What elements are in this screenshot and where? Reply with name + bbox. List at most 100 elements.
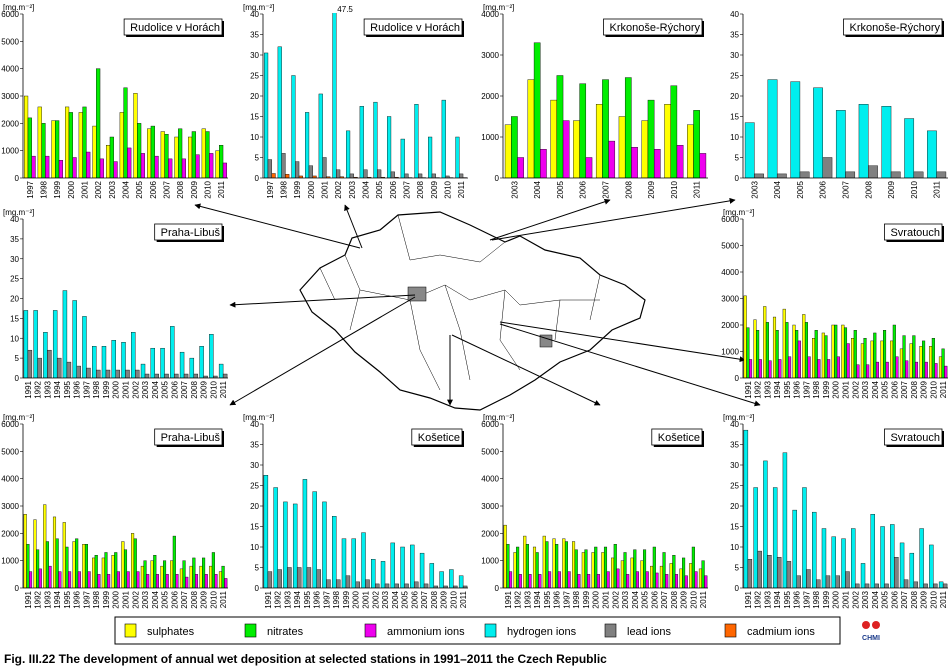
y-tick-label: 15 xyxy=(730,523,739,532)
x-tick-label: 2004 xyxy=(362,180,371,198)
bar xyxy=(909,343,913,378)
bar xyxy=(613,544,617,588)
bar xyxy=(109,136,114,178)
y-tick-label: 20 xyxy=(730,502,739,511)
x-tick-label: 2002 xyxy=(851,380,860,398)
bar xyxy=(433,585,439,588)
bar xyxy=(170,560,174,588)
brno xyxy=(539,334,553,348)
bar xyxy=(341,538,347,588)
x-tick-label: 2005 xyxy=(135,180,144,198)
y-tick-label: 5 xyxy=(255,154,260,163)
bar xyxy=(213,375,218,378)
bar xyxy=(772,487,778,588)
y-tick-label: 4000 xyxy=(1,475,19,484)
x-tick-label: 2011 xyxy=(693,180,702,198)
x-tick-label: 2011 xyxy=(939,380,948,398)
bar xyxy=(650,565,654,588)
y-tick-label: 0 xyxy=(15,374,20,383)
title-box xyxy=(603,18,703,36)
x-tick-label: 2009 xyxy=(190,180,199,198)
bar xyxy=(414,581,419,588)
bar xyxy=(631,147,638,178)
x-tick-label: 1996 xyxy=(793,380,802,398)
y-tick-label: 0 xyxy=(255,584,260,593)
x-tick-label: 2010 xyxy=(449,590,458,608)
bar xyxy=(817,359,821,378)
bar xyxy=(929,544,934,588)
bar xyxy=(179,351,185,378)
bar xyxy=(659,565,663,588)
bar xyxy=(851,528,856,588)
y-tick-label: 25 xyxy=(250,482,259,491)
bar xyxy=(513,552,517,588)
bar xyxy=(394,583,399,588)
x-tick-label: 2007 xyxy=(602,180,611,198)
bar xyxy=(277,46,282,178)
x-tick-label: 2003 xyxy=(861,590,870,608)
bar xyxy=(835,110,846,178)
bar xyxy=(602,79,609,178)
x-tick-label: 2001 xyxy=(362,590,371,608)
bar xyxy=(135,369,140,378)
bar xyxy=(601,552,605,588)
y-tick-label: 40 xyxy=(250,10,259,19)
bar xyxy=(799,171,810,178)
bar xyxy=(106,144,111,178)
bar xyxy=(345,575,351,588)
bar xyxy=(704,575,708,588)
x-tick-label: 1991 xyxy=(24,380,33,398)
x-tick-label: 2008 xyxy=(176,180,185,198)
y-tick-label: 0 xyxy=(735,174,740,183)
bar xyxy=(414,103,419,178)
bar xyxy=(26,544,30,588)
legend-label: hydrogen ions xyxy=(507,626,577,638)
bar xyxy=(458,575,464,588)
x-tick-label: 1998 xyxy=(92,590,101,608)
x-tick-label: 1991 xyxy=(744,590,753,608)
bar xyxy=(150,560,154,588)
bar xyxy=(804,322,808,378)
bar xyxy=(902,335,906,378)
x-tick-label: 2010 xyxy=(929,590,938,608)
y-tick-label: 1000 xyxy=(481,133,499,142)
bar xyxy=(55,538,59,588)
title-box xyxy=(154,428,223,446)
y-tick-label: 4000 xyxy=(481,475,499,484)
arrow xyxy=(491,197,736,241)
bar xyxy=(349,173,354,178)
y-tick-label: 0 xyxy=(495,584,500,593)
x-tick-label: 1993 xyxy=(763,380,772,398)
bar xyxy=(754,173,764,178)
arrow xyxy=(451,334,601,406)
bar xyxy=(608,140,616,178)
x-tick-label: 1998 xyxy=(280,180,289,198)
x-tick-label: 2008 xyxy=(624,180,633,198)
y-tick-label: 4000 xyxy=(1,65,19,74)
x-tick-label: 2003 xyxy=(750,180,759,198)
bar xyxy=(164,134,169,178)
bar xyxy=(104,552,108,588)
bar xyxy=(326,176,331,178)
bar xyxy=(518,574,522,588)
bar xyxy=(194,574,199,588)
bar xyxy=(201,128,206,178)
bar xyxy=(938,581,944,588)
bar xyxy=(782,308,786,378)
bar xyxy=(316,569,321,588)
logo-dot xyxy=(862,621,870,629)
y-tick-label: 30 xyxy=(250,51,259,60)
x-tick-label: 2011 xyxy=(219,380,228,398)
x-tick-label: 1994 xyxy=(53,590,62,608)
bar xyxy=(525,544,529,588)
y-tick-label: 10 xyxy=(250,543,259,552)
bar xyxy=(133,538,137,588)
bar xyxy=(185,576,189,588)
bar xyxy=(899,542,905,588)
arrow xyxy=(229,296,416,406)
x-tick-label: 2007 xyxy=(900,380,909,398)
bar xyxy=(641,120,649,178)
bar xyxy=(756,330,760,378)
bar xyxy=(701,560,705,588)
bar xyxy=(870,514,875,588)
